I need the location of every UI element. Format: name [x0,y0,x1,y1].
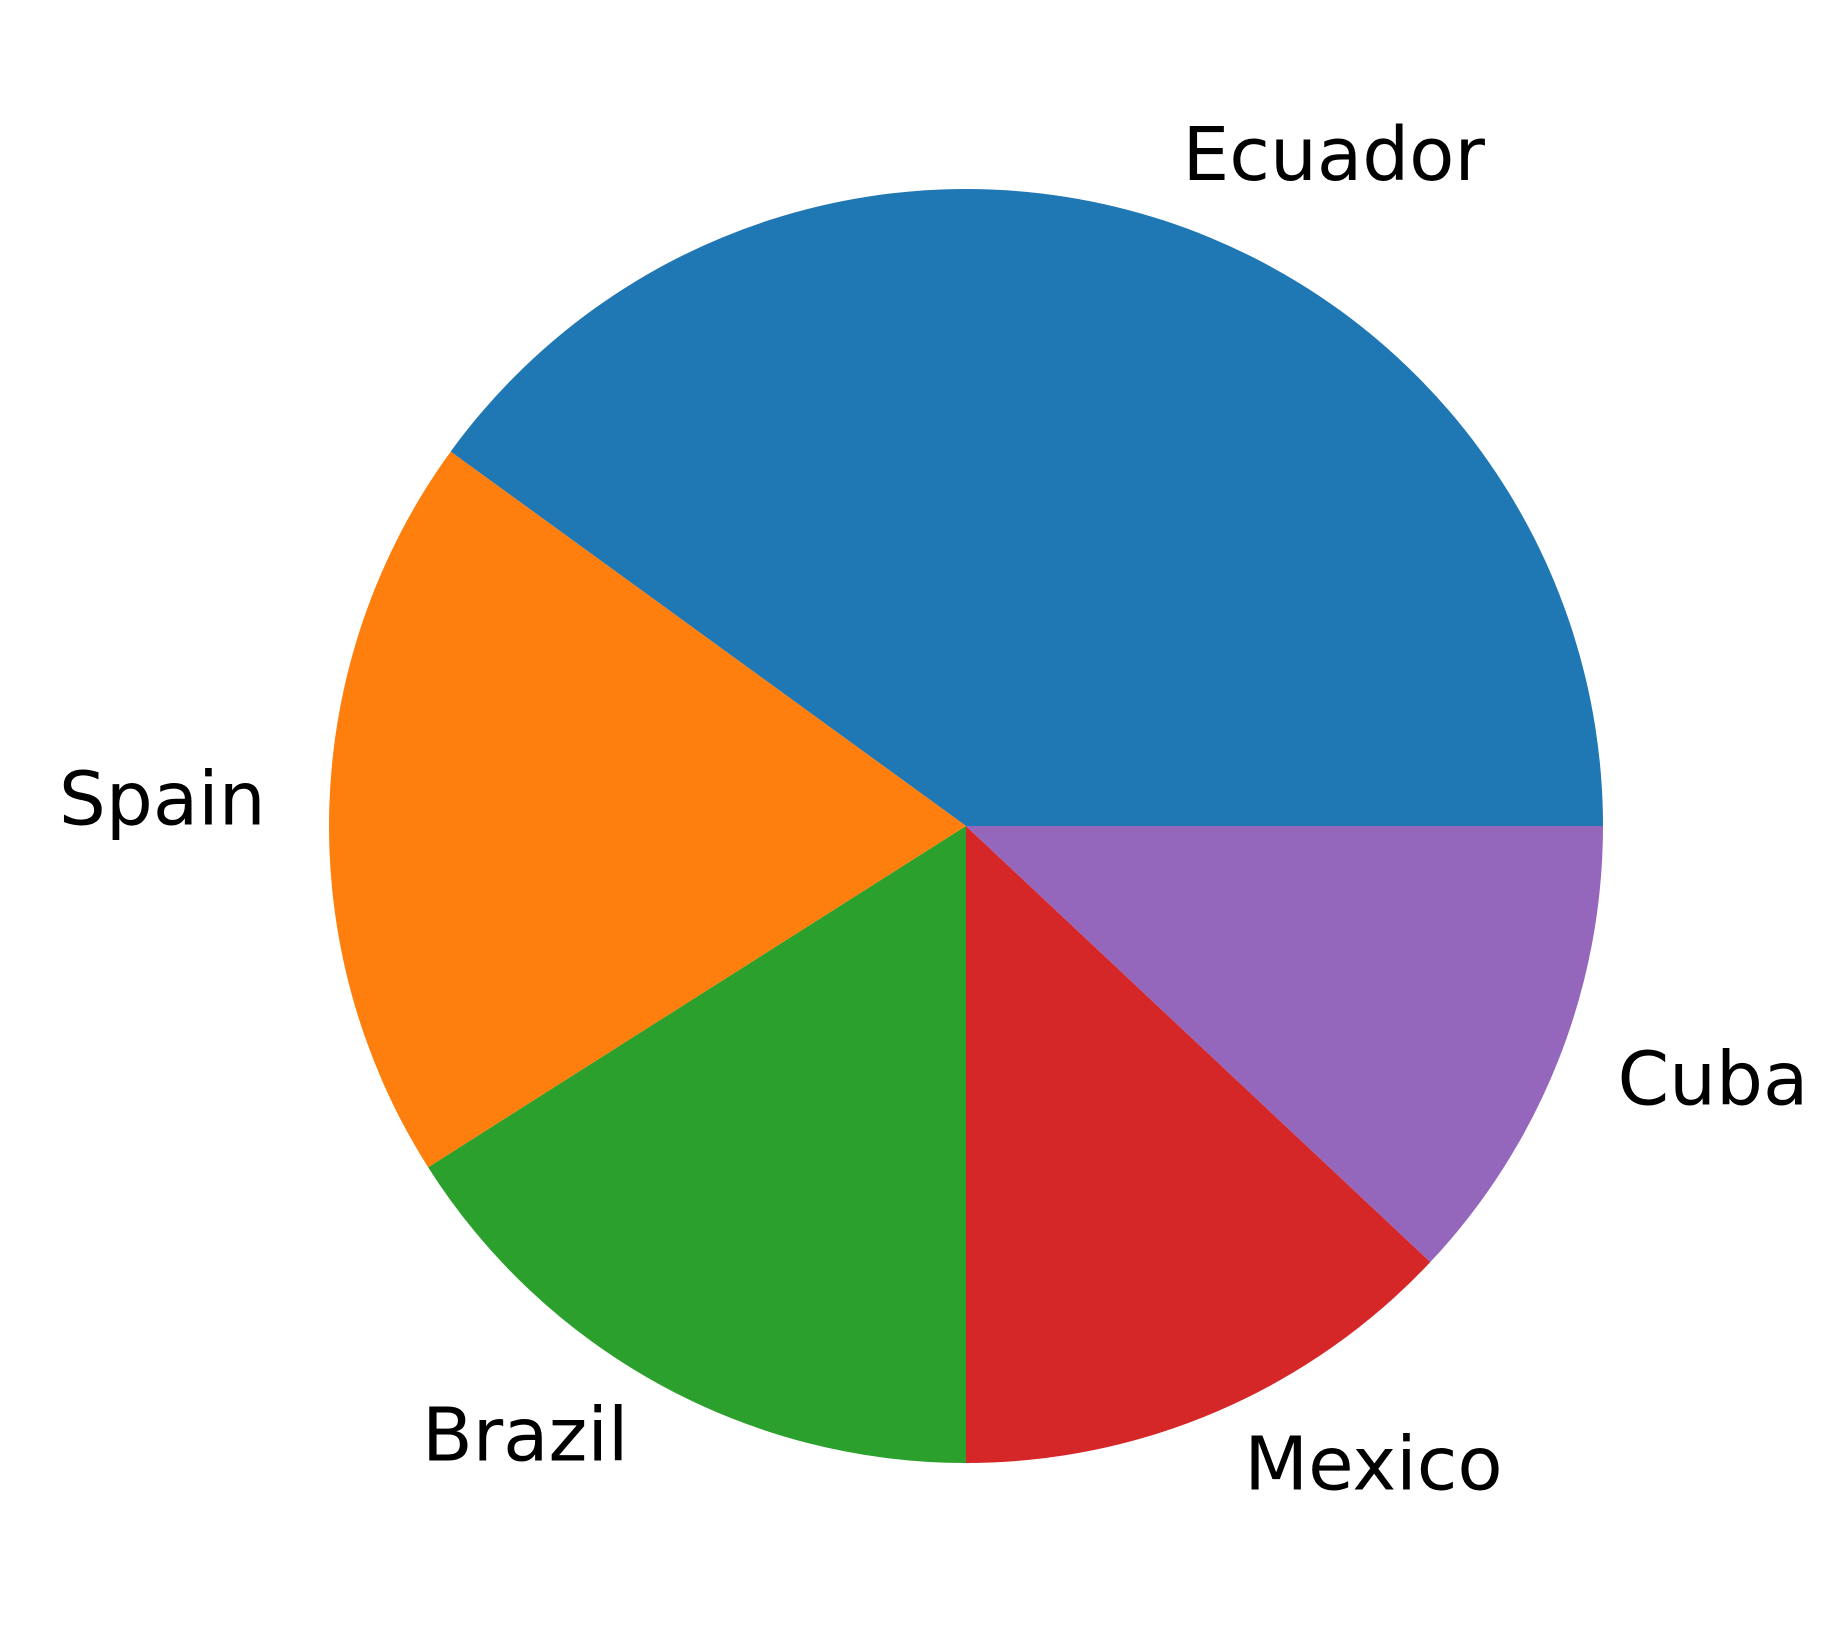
pie-label-mexico: Mexico [1244,1422,1502,1508]
pie-slice-ecuador [450,189,1603,826]
pie-label-ecuador: Ecuador [1183,112,1486,198]
pie-label-cuba: Cuba [1617,1036,1808,1122]
pie-label-spain: Spain [59,756,266,842]
pie-label-brazil: Brazil [422,1393,629,1479]
pie-slice-spain [329,451,966,1168]
pie-slice-brazil [428,826,966,1463]
pie-slices [329,189,1603,1463]
pie-slice-cuba [966,826,1603,1263]
pie-labels: Ecuador Spain Brazil Mexico Cuba [59,112,1808,1507]
pie-slice-mexico [966,826,1431,1463]
